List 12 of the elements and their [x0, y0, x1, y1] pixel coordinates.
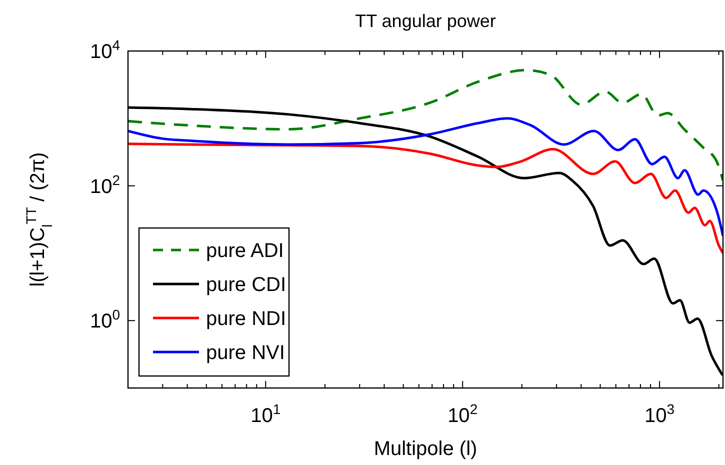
chart-title: TT angular power — [355, 11, 496, 31]
legend-label: pure ADI — [206, 240, 284, 262]
legend-label: pure NDI — [206, 308, 286, 330]
y-tick-label: 10$^{0}$ — [90, 306, 120, 333]
legend-label: pure NVI — [206, 342, 285, 364]
x-axis-title: Multipole (l) — [374, 438, 478, 460]
x-tick-label: 10$^{1}$ — [250, 401, 281, 427]
y-tick-label: 10$^{4}$ — [90, 37, 120, 63]
y-tick-label: 10$^{2}$ — [90, 172, 120, 198]
legend-label: pure CDI — [206, 274, 286, 296]
x-tick-label: 10$^{2}$ — [448, 401, 478, 427]
x-tick-label: 10$^{3}$ — [644, 401, 675, 427]
